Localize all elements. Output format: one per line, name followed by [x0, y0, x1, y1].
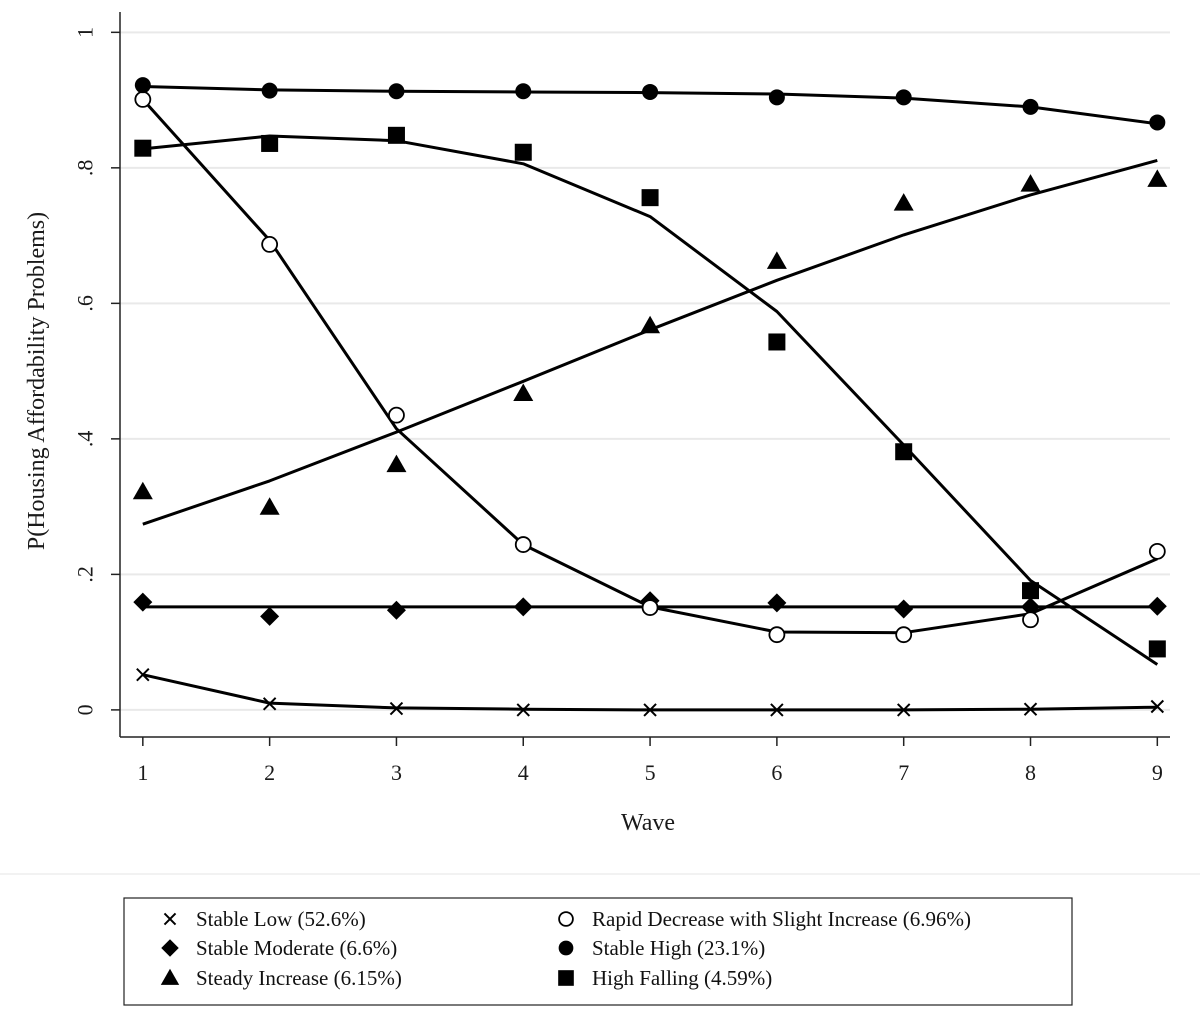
y-tick-label: .4 [73, 431, 98, 448]
x-tick-label: 4 [518, 760, 529, 785]
y-tick-label: 0 [73, 704, 98, 715]
data-point-stable-moderate [133, 592, 153, 612]
legend-label-stable-moderate: Stable Moderate (6.6%) [196, 936, 397, 960]
fitted-lines [141, 85, 1159, 712]
data-point-stable-high [388, 83, 405, 100]
axes [119, 12, 1170, 738]
data-point-stable-low [643, 703, 657, 717]
legend-marker-stable-low [163, 912, 177, 926]
legend-marker-stable-moderate [161, 939, 179, 957]
x-tick-label: 5 [645, 760, 656, 785]
data-point-stable-low [136, 667, 150, 682]
data-point-rapid-decrease-with-slight-increase [768, 626, 786, 644]
observed-points [132, 77, 1168, 717]
legend-label-stable-high: Stable High (23.1%) [592, 936, 765, 960]
y-tick-label: .2 [73, 566, 98, 583]
legend-label-high-falling: High Falling (4.59%) [592, 966, 772, 990]
data-point-high-falling [1148, 640, 1166, 658]
data-point-rapid-decrease-with-slight-increase [514, 536, 532, 553]
data-point-rapid-decrease-with-slight-increase [1022, 611, 1039, 629]
data-point-stable-high [1149, 114, 1166, 131]
x-tick-label: 2 [264, 760, 275, 785]
data-point-steady-increase [132, 481, 153, 500]
data-point-stable-high [261, 82, 278, 99]
ticks: 0 .2 .4 .6 .8 1 1 2 3 4 5 6 7 8 9 [73, 27, 1163, 785]
data-point-stable-low [516, 703, 530, 717]
data-point-rapid-decrease-with-slight-increase [388, 406, 405, 424]
data-point-stable-high [642, 83, 659, 100]
data-point-steady-increase [386, 454, 407, 473]
data-point-stable-high [134, 77, 151, 94]
data-point-stable-high [895, 89, 912, 106]
data-point-high-falling [134, 139, 152, 157]
y-tick-label: 1 [73, 27, 98, 38]
data-point-stable-low [262, 697, 277, 711]
data-point-steady-increase [893, 193, 914, 211]
data-point-high-falling [1022, 582, 1040, 600]
data-point-stable-moderate [894, 599, 914, 619]
legend: Stable Low (52.6%) Rapid Decrease with Sl… [123, 897, 1073, 1006]
data-point-stable-moderate [386, 600, 406, 620]
legend-label-stable-low: Stable Low (52.6%) [196, 907, 366, 931]
data-point-rapid-decrease-with-slight-increase [1148, 542, 1166, 560]
x-tick-label: 6 [771, 760, 782, 785]
data-point-high-falling [895, 443, 913, 461]
data-point-stable-low [770, 703, 784, 717]
data-point-stable-low [896, 703, 911, 717]
legend-label-steady-increase: Steady Increase (6.15%) [196, 966, 402, 990]
data-point-high-falling [261, 134, 279, 152]
x-axis-title: Wave [621, 810, 675, 836]
legend-box [123, 897, 1073, 1006]
data-point-rapid-decrease-with-slight-increase [261, 236, 279, 253]
legend-label-rapid-decrease-with-slight-increase: Rapid Decrease with Slight Increase (6.9… [592, 907, 971, 931]
legend-marker-stable-high [558, 940, 574, 956]
data-point-steady-increase [1147, 169, 1168, 187]
fitted-line-stable-low [142, 673, 1158, 712]
data-point-rapid-decrease-with-slight-increase [134, 91, 152, 108]
data-point-steady-increase [513, 383, 534, 401]
y-tick-label: .6 [73, 295, 98, 312]
data-point-stable-low [1023, 702, 1038, 716]
fitted-line-high-falling [142, 134, 1159, 666]
legend-marker-rapid-decrease-with-slight-increase [558, 911, 574, 927]
x-tick-label: 3 [391, 760, 402, 785]
x-tick-label: 1 [137, 760, 148, 785]
legend-marker-high-falling [558, 970, 574, 986]
data-point-stable-moderate [513, 597, 533, 617]
data-point-rapid-decrease-with-slight-increase [641, 599, 659, 616]
x-tick-label: 8 [1025, 760, 1036, 785]
data-point-high-falling [387, 126, 405, 144]
x-tick-label: 7 [898, 760, 909, 785]
data-point-stable-low [389, 701, 404, 716]
data-point-stable-moderate [260, 606, 280, 626]
data-point-steady-increase [1020, 174, 1041, 192]
data-point-stable-moderate [1147, 596, 1167, 616]
data-point-high-falling [768, 333, 786, 351]
data-point-stable-high [515, 83, 532, 100]
y-tick-label: .8 [73, 160, 98, 177]
data-point-stable-high [1022, 98, 1039, 115]
data-point-steady-increase [259, 497, 280, 515]
x-tick-label: 9 [1152, 760, 1163, 785]
data-point-stable-moderate [1021, 597, 1041, 617]
data-point-stable-low [1150, 699, 1165, 714]
data-point-steady-increase [640, 315, 661, 334]
y-axis-title: P(Housing Affordability Problems) [24, 212, 50, 550]
data-point-rapid-decrease-with-slight-increase [895, 626, 913, 644]
data-point-stable-high [768, 89, 785, 106]
legend-marker-steady-increase [160, 968, 180, 985]
data-point-high-falling [641, 189, 659, 207]
data-point-stable-moderate [767, 593, 787, 613]
data-point-high-falling [514, 143, 532, 161]
data-point-steady-increase [766, 251, 787, 269]
